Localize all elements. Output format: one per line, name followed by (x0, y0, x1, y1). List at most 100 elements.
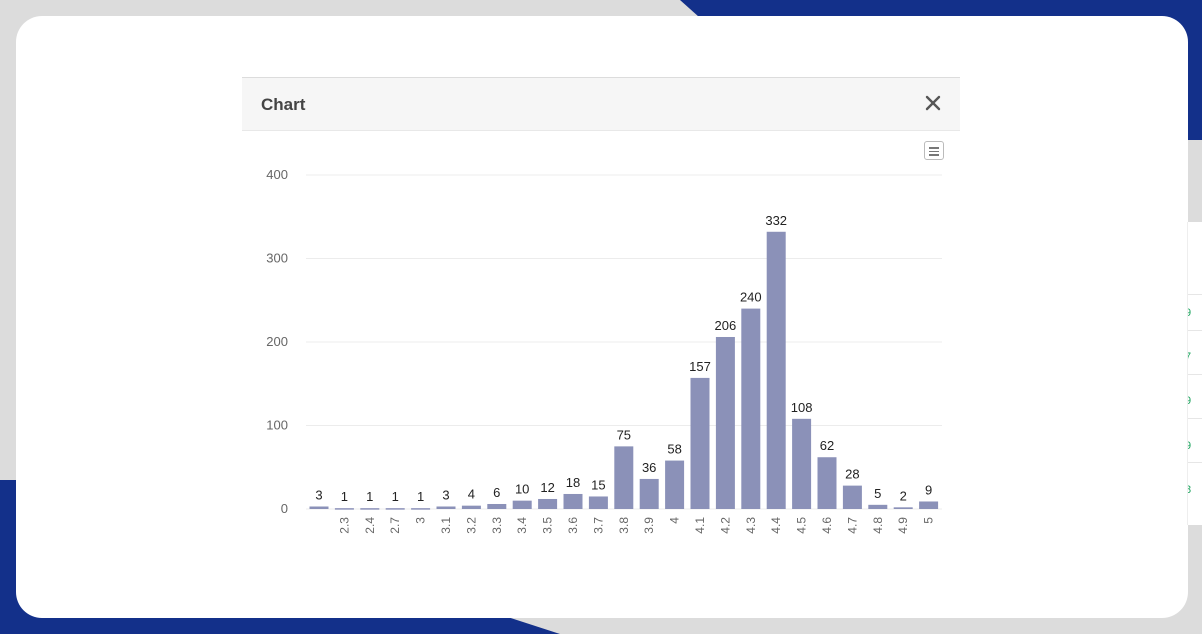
bar (411, 508, 431, 510)
bar (309, 506, 329, 509)
bar (690, 377, 710, 509)
data-label: 6 (493, 485, 500, 500)
x-tick-label: 4.4 (769, 517, 783, 534)
x-tick-label: 4.3 (744, 517, 758, 534)
data-label: 5 (874, 486, 881, 501)
data-label: 1 (341, 489, 348, 504)
bar (563, 493, 583, 509)
data-label: 157 (689, 359, 711, 374)
close-button[interactable] (922, 92, 944, 114)
side-panel-divider (1188, 418, 1202, 419)
x-tick-label: 4.7 (845, 517, 859, 534)
data-label: 28 (845, 467, 859, 482)
x-tick-label: 2.4 (363, 517, 377, 534)
x-tick-label: 3.9 (642, 517, 656, 534)
data-label: 4 (468, 487, 475, 502)
hamburger-menu-icon (929, 154, 939, 156)
side-panel-divider (1188, 462, 1202, 463)
data-label: 3 (315, 487, 322, 502)
x-tick-label: 2.3 (337, 517, 351, 534)
x-tick-label: 4.2 (718, 517, 732, 534)
bar (588, 496, 608, 509)
side-panel-value: .9 (1188, 395, 1202, 407)
bar (461, 505, 481, 509)
x-tick-label: 3.7 (591, 517, 605, 534)
bar (893, 507, 913, 509)
hamburger-menu-icon (929, 150, 939, 152)
bar (715, 336, 735, 509)
x-tick-label: 4.1 (693, 517, 707, 534)
x-tick-label: 3.2 (464, 517, 478, 534)
data-label: 12 (540, 480, 554, 495)
bar (385, 508, 405, 510)
data-label: 58 (667, 442, 681, 457)
side-panel-divider (1188, 294, 1202, 295)
data-label: 1 (392, 489, 399, 504)
side-panel-divider (1188, 374, 1202, 375)
data-label: 1 (417, 489, 424, 504)
x-tick-label: 3.6 (566, 517, 580, 534)
x-tick-label: 3.8 (617, 517, 631, 534)
data-label: 3 (442, 487, 449, 502)
bar (741, 308, 761, 509)
bar (665, 460, 685, 509)
side-panel-value: .9 (1188, 307, 1202, 319)
bar (766, 231, 786, 509)
bar (817, 457, 837, 509)
bar (639, 478, 659, 509)
side-panel-value: .9 (1188, 440, 1202, 452)
bar (512, 500, 532, 509)
data-label: 332 (765, 213, 787, 228)
x-tick-label: 3.3 (490, 517, 504, 534)
bar (919, 501, 939, 509)
bar (614, 446, 634, 509)
data-label: 62 (820, 438, 834, 453)
bar-chart: 0 100 200 300 400 3 1 2.3 1 2.4 1 2.7 1 3 3 3.1 4 3.2 6 3.3… (266, 167, 942, 534)
x-tick-label: 2.7 (388, 517, 402, 534)
bar (868, 504, 888, 509)
x-tick-label: 5 (922, 517, 936, 524)
x-tick-label: 3 (414, 517, 428, 524)
x-tick-label: 3.4 (515, 517, 529, 534)
data-label: 240 (740, 290, 762, 305)
x-tick-label: 4.6 (820, 517, 834, 534)
y-tick-label: 200 (266, 334, 288, 349)
data-label: 18 (566, 475, 580, 490)
x-tick-label: 4.5 (795, 517, 809, 534)
modal-title: Chart (261, 95, 306, 114)
data-label: 206 (715, 318, 737, 333)
close-icon (925, 95, 941, 111)
data-label: 2 (900, 488, 907, 503)
data-label: 15 (591, 477, 605, 492)
y-tick-label: 400 (266, 167, 288, 182)
data-label: 9 (925, 482, 932, 497)
x-tick-label: 3.5 (541, 517, 555, 534)
data-label: 75 (617, 427, 631, 442)
chart-modal: Chart 0 100 200 300 400 3 1 2.3 1 2.4 1 2.7 1 3 3 3.1 4 3… (242, 77, 960, 556)
x-tick-label: 4.8 (871, 517, 885, 534)
data-label: 108 (791, 400, 813, 415)
hamburger-menu-icon (929, 147, 939, 149)
side-panel-value: .7 (1188, 351, 1202, 363)
side-panel-divider (1188, 330, 1202, 331)
y-tick-label: 100 (266, 418, 288, 433)
x-tick-label: 4.9 (896, 517, 910, 534)
bar (842, 485, 862, 509)
side-panel-value: .8 (1188, 484, 1202, 496)
modal-header: Chart (242, 78, 960, 131)
data-label: 36 (642, 460, 656, 475)
y-tick-label: 0 (281, 501, 288, 516)
x-tick-label: 4 (668, 517, 682, 524)
bar (436, 506, 456, 509)
side-panel: .9 .7 .9 .9 .8 (1187, 222, 1202, 525)
data-label: 10 (515, 482, 529, 497)
bar (487, 503, 507, 509)
data-label: 1 (366, 489, 373, 504)
chart-menu-button[interactable] (924, 141, 944, 160)
bar (792, 418, 812, 509)
bar (538, 498, 558, 509)
y-tick-label: 300 (266, 251, 288, 266)
bar (360, 508, 380, 510)
x-tick-label: 3.1 (439, 517, 453, 534)
bar (334, 508, 354, 510)
